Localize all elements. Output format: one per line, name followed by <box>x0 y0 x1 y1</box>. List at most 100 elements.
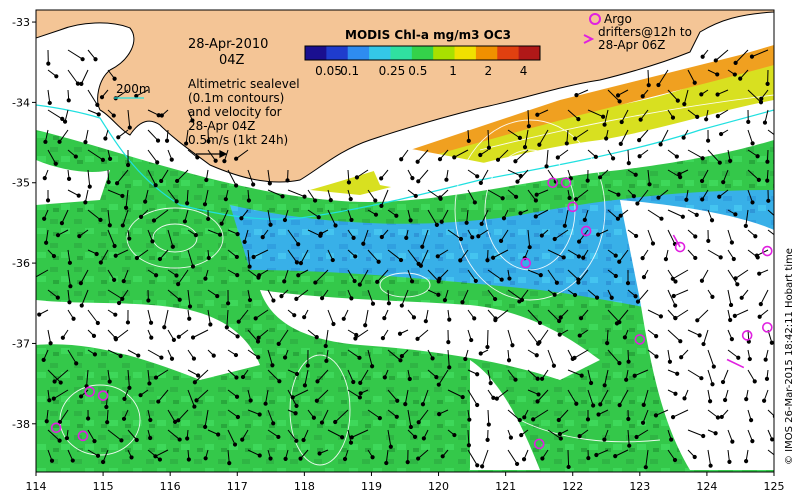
velocity-arrow <box>682 389 689 401</box>
description-line: 0.5m/s (1kt 24h) <box>188 133 289 147</box>
velocity-arrow <box>47 329 53 346</box>
velocity-arrow <box>107 209 112 228</box>
velocity-arrow <box>627 229 639 239</box>
velocity-arrow <box>687 209 699 217</box>
velocity-arrow <box>43 129 49 144</box>
velocity-arrow <box>42 169 49 181</box>
velocity-arrow <box>467 449 480 468</box>
velocity-arrow <box>194 389 209 403</box>
argo-drifter <box>520 257 532 269</box>
velocity-arrow <box>176 409 189 423</box>
velocity-arrow <box>407 269 415 284</box>
description-line: and velocity for <box>188 105 282 119</box>
velocity-arrow <box>687 149 705 161</box>
velocity-arrow <box>446 329 451 345</box>
velocity-arrow <box>120 209 129 228</box>
velocity-arrow <box>153 369 169 380</box>
velocity-arrow <box>624 369 629 382</box>
velocity-arrow <box>632 369 649 378</box>
velocity-arrow <box>164 129 170 143</box>
velocity-arrow <box>707 409 721 420</box>
velocity-arrow <box>747 429 755 444</box>
velocity-arrow <box>317 449 329 456</box>
velocity-arrow <box>203 449 209 461</box>
velocity-arrow <box>323 329 329 349</box>
colorbar-tick-label: 1 <box>449 64 457 78</box>
velocity-arrow <box>700 189 709 202</box>
velocity-arrow <box>447 229 464 242</box>
velocity-arrow <box>527 309 543 326</box>
velocity-arrow <box>143 189 149 204</box>
velocity-arrow <box>447 429 457 438</box>
velocity-arrow <box>732 309 749 318</box>
velocity-arrow <box>327 429 345 440</box>
velocity-arrow <box>435 249 449 259</box>
velocity-arrow <box>687 229 698 239</box>
velocity-arrow <box>494 389 509 401</box>
velocity-arrow <box>107 429 124 443</box>
velocity-arrow <box>147 309 154 325</box>
velocity-arrow <box>715 89 729 97</box>
velocity-arrow <box>647 229 656 246</box>
velocity-arrow <box>405 449 410 465</box>
velocity-arrow <box>585 169 590 183</box>
velocity-arrow <box>607 189 621 197</box>
velocity-arrow <box>460 289 469 305</box>
velocity-arrow <box>535 389 549 404</box>
velocity-arrow <box>567 289 578 298</box>
velocity-arrow <box>587 289 600 300</box>
argo-drifter <box>547 177 558 189</box>
lon-tick-label: 115 <box>93 480 114 493</box>
map-time: 04Z <box>219 53 245 68</box>
velocity-arrow <box>487 189 505 201</box>
velocity-arrow <box>566 449 571 470</box>
velocity-arrow <box>263 389 269 406</box>
velocity-arrow <box>667 369 680 376</box>
velocity-arrow <box>687 329 702 338</box>
velocity-arrow <box>219 209 229 226</box>
velocity-arrow <box>535 109 549 117</box>
velocity-arrow <box>107 109 116 118</box>
velocity-arrow <box>347 249 358 259</box>
velocity-arrow <box>485 249 490 263</box>
velocity-arrow <box>399 289 409 308</box>
velocity-arrow <box>744 449 749 464</box>
velocity-arrow <box>544 149 549 169</box>
velocity-arrow <box>187 109 195 123</box>
velocity-arrow <box>282 209 289 223</box>
velocity-arrow <box>127 229 132 241</box>
velocity-arrow <box>707 209 715 223</box>
velocity-arrow <box>77 229 89 239</box>
velocity-arrow <box>127 369 132 390</box>
velocity-arrow <box>440 449 449 459</box>
velocity-arrow <box>176 269 189 287</box>
velocity-arrows <box>36 49 774 470</box>
velocity-arrow <box>522 409 529 420</box>
velocity-arrow <box>67 269 73 289</box>
lon-tick-label: 120 <box>428 480 449 493</box>
velocity-arrow <box>420 229 429 249</box>
velocity-arrow <box>399 349 409 359</box>
velocity-arrow <box>227 449 232 466</box>
velocity-arrow <box>715 109 729 119</box>
velocity-arrow <box>687 429 706 439</box>
velocity-arrow <box>357 269 369 287</box>
description-line: (0.1m contours) <box>188 91 285 105</box>
colorbar-segment <box>326 46 349 60</box>
velocity-arrow <box>707 69 720 77</box>
velocity-arrow <box>86 409 91 421</box>
velocity-arrow <box>626 149 631 166</box>
velocity-arrow <box>540 449 549 461</box>
velocity-arrow <box>458 249 469 263</box>
map-border <box>35 9 775 473</box>
velocity-arrow <box>79 69 89 86</box>
velocity-arrow <box>367 349 375 369</box>
velocity-arrow <box>719 409 729 420</box>
lat-tick-label: -36 <box>12 257 30 270</box>
velocity-arrow <box>147 369 152 386</box>
velocity-arrow <box>147 429 153 441</box>
velocity-arrow <box>290 389 309 400</box>
velocity-arrow <box>239 209 249 221</box>
velocity-arrow <box>207 349 216 358</box>
velocity-arrow <box>147 269 159 278</box>
